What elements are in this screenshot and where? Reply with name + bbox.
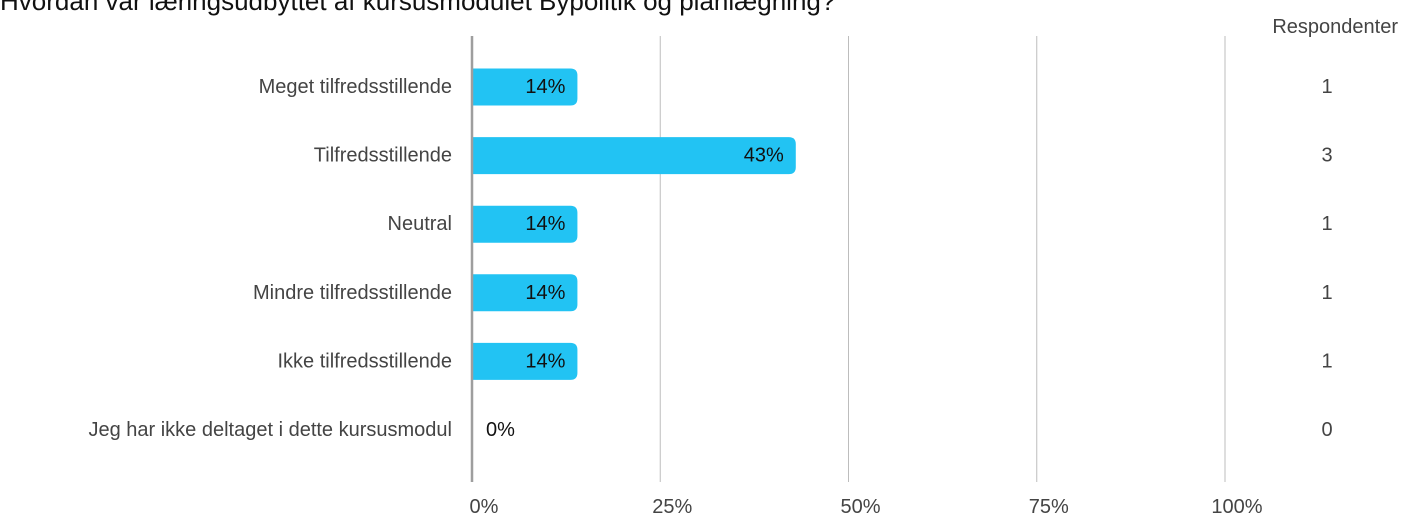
tick-label-0: 0% <box>470 496 499 516</box>
respondents-header: Respondenter <box>1272 16 1398 38</box>
category-label-2: Neutral <box>388 213 452 235</box>
bar-0 <box>472 68 578 106</box>
bar-1 <box>472 137 796 175</box>
tick-label-25: 25% <box>652 496 692 516</box>
respondent-count-2: 1 <box>1321 213 1332 235</box>
data-label-4: 14% <box>525 350 565 372</box>
bar-2 <box>472 205 578 243</box>
x-axis-ticks: 0% 25% 50% 75% 100% <box>470 496 1263 516</box>
bars: 14% 43% 14% 14% 14% 0% <box>472 68 796 441</box>
bar-4 <box>472 342 578 380</box>
grid-lines <box>659 36 1226 482</box>
category-label-5: Jeg har ikke deltaget i dette kursusmodu… <box>88 419 452 441</box>
data-label-1: 43% <box>744 145 784 167</box>
category-label-3: Mindre tilfredsstillende <box>253 282 452 304</box>
chart-title: Hvordan var læringsudbyttet af kursusmod… <box>0 0 836 16</box>
respondent-count-4: 1 <box>1321 350 1332 372</box>
tick-label-75: 75% <box>1029 496 1069 516</box>
data-label-0: 14% <box>525 76 565 98</box>
respondent-counts: 1 3 1 1 1 0 <box>1321 76 1332 441</box>
respondent-count-5: 0 <box>1321 419 1332 441</box>
category-label-0: Meget tilfredsstillende <box>259 76 452 98</box>
respondent-count-3: 1 <box>1321 282 1332 304</box>
category-label-1: Tilfredsstillende <box>314 145 452 167</box>
category-label-4: Ikke tilfredsstillende <box>277 350 452 372</box>
data-label-3: 14% <box>525 282 565 304</box>
category-labels: Meget tilfredsstillende Tilfredsstillende… <box>88 76 452 441</box>
respondent-count-1: 3 <box>1321 145 1332 167</box>
tick-label-50: 50% <box>840 496 880 516</box>
tick-label-100: 100% <box>1211 496 1262 516</box>
data-label-5: 0% <box>486 419 515 441</box>
data-label-2: 14% <box>525 213 565 235</box>
respondent-count-0: 1 <box>1321 76 1332 98</box>
bar-3 <box>472 274 578 312</box>
